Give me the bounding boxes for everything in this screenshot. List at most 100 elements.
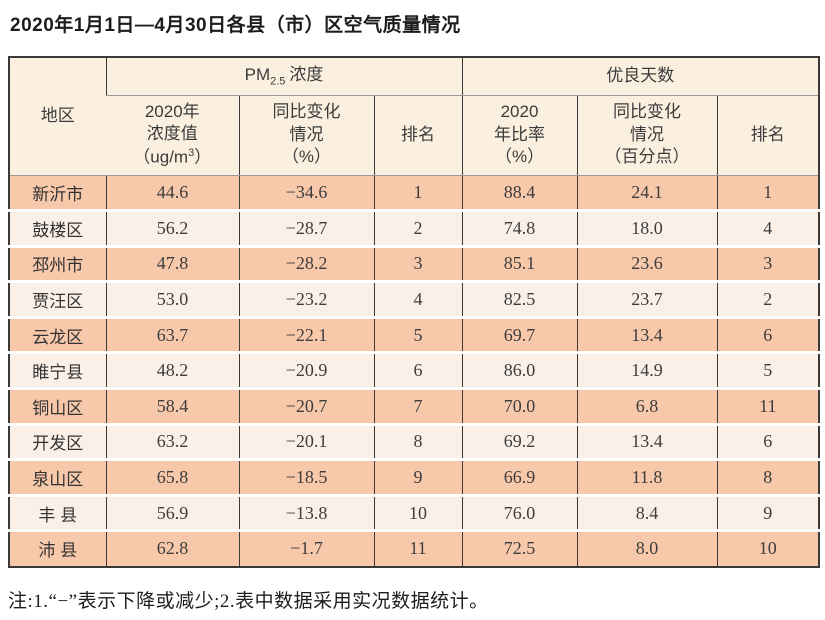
good-rank-cell: 2	[716, 281, 820, 319]
table-header: 地区 PM2.5 浓度 优良天数 2020年 浓度值 （ug/m3） 同比变化 情…	[9, 57, 820, 176]
pm-concentration-cell: 58.4	[105, 388, 239, 426]
good-rank-cell: 5	[716, 352, 820, 391]
good-rank-cell: 10	[716, 530, 820, 567]
header-line: 年比率	[494, 124, 546, 144]
pm-change-cell: −20.7	[238, 388, 374, 426]
pm-change-cell: −1.7	[238, 530, 374, 567]
header-unit-pre: （ug/m	[133, 147, 189, 167]
pm-label-prefix: PM	[244, 64, 271, 84]
good-change-cell: 18.0	[576, 210, 718, 248]
table-row: 开发区 63.2 −20.1 8 69.2 13.4 6	[9, 424, 820, 462]
pm-concentration-cell: 56.9	[105, 495, 239, 533]
pm-concentration-cell: 63.7	[105, 317, 239, 355]
good-rank-cell: 1	[716, 175, 820, 213]
good-rate-cell: 86.0	[461, 352, 578, 391]
good-rank-cell: 6	[716, 424, 820, 462]
header-pm-rank: 排名	[373, 95, 463, 176]
table-row: 新沂市 44.6 −34.6 1 88.4 24.1 1	[9, 175, 820, 213]
header-line: 情况	[289, 124, 324, 144]
good-rate-cell: 72.5	[461, 530, 578, 567]
header-pm-concentration: 2020年 浓度值 （ug/m3）	[106, 95, 239, 176]
region-cell: 沛 县	[9, 530, 106, 567]
good-change-cell: 13.4	[576, 317, 718, 355]
good-change-cell: 24.1	[576, 175, 718, 213]
good-rate-cell: 88.4	[461, 175, 578, 213]
table-row: 丰 县 56.9 −13.8 10 76.0 8.4 9	[9, 495, 820, 533]
region-cell: 云龙区	[9, 317, 106, 355]
table-row: 贾汪区 53.0 −23.2 4 82.5 23.7 2	[9, 281, 820, 319]
good-change-cell: 23.7	[576, 281, 718, 319]
good-change-cell: 14.9	[576, 352, 718, 391]
header-good-days-group: 优良天数	[461, 57, 820, 96]
pm-concentration-cell: 44.6	[105, 175, 239, 213]
header-good-change: 同比变化 情况 （百分点）	[576, 95, 718, 176]
table-row: 云龙区 63.7 −22.1 5 69.7 13.4 6	[9, 317, 820, 355]
header-pm-change: 同比变化 情况 （%）	[238, 95, 374, 176]
good-rate-cell: 76.0	[461, 495, 578, 533]
footnote: 注:1.“−”表示下降或减少;2.表中数据采用实况数据统计。	[8, 590, 489, 612]
header-good-rate: 2020 年比率 （%）	[461, 95, 578, 176]
header-group-row: 地区 PM2.5 浓度 优良天数	[9, 57, 820, 176]
pm-rank-cell: 3	[373, 246, 463, 284]
good-rank-cell: 3	[716, 246, 820, 284]
good-rank-cell: 8	[716, 459, 820, 497]
good-rate-cell: 69.7	[461, 317, 578, 355]
pm-label-subscript: 2.5	[270, 75, 286, 88]
pm-concentration-cell: 65.8	[105, 459, 239, 497]
pm-rank-cell: 5	[373, 317, 463, 355]
header-line: 同比变化	[613, 102, 682, 122]
region-cell: 贾汪区	[9, 281, 106, 319]
good-rank-cell: 4	[716, 210, 820, 248]
good-change-cell: 23.6	[576, 246, 718, 284]
good-rank-cell: 11	[716, 388, 820, 426]
header-line: 2020	[500, 102, 539, 122]
good-rate-cell: 69.2	[461, 424, 578, 462]
air-quality-table: 地区 PM2.5 浓度 优良天数 2020年 浓度值 （ug/m3） 同比变化 情…	[8, 56, 821, 568]
pm-concentration-cell: 56.2	[105, 210, 239, 248]
pm-change-cell: −28.7	[238, 210, 374, 248]
pm-rank-cell: 6	[373, 352, 463, 391]
pm-change-cell: −13.8	[238, 495, 374, 533]
table-row: 铜山区 58.4 −20.7 7 70.0 6.8 11	[9, 388, 820, 426]
pm-change-cell: −34.6	[238, 175, 374, 213]
table-row: 沛 县 62.8 −1.7 11 72.5 8.0 10	[9, 530, 820, 567]
good-rate-cell: 85.1	[461, 246, 578, 284]
header-line: （%）	[494, 147, 545, 167]
pm-change-cell: −20.9	[238, 352, 374, 391]
good-rate-cell: 82.5	[461, 281, 578, 319]
good-change-cell: 8.0	[576, 530, 718, 567]
good-change-cell: 11.8	[576, 459, 718, 497]
pm-change-cell: −20.1	[238, 424, 374, 462]
header-line: （百分点）	[604, 147, 690, 167]
region-cell: 邳州市	[9, 246, 106, 284]
header-unit-sup: 3	[188, 146, 195, 159]
region-cell: 开发区	[9, 424, 106, 462]
header-sub-row: 2020年 浓度值 （ug/m3） 同比变化 情况 （%） 排名 2020 年比…	[9, 95, 820, 176]
pm-change-cell: −28.2	[238, 246, 374, 284]
header-line: 浓度值	[146, 124, 198, 144]
good-rate-cell: 66.9	[461, 459, 578, 497]
pm-rank-cell: 11	[373, 530, 463, 567]
pm-rank-cell: 9	[373, 459, 463, 497]
pm-rank-cell: 7	[373, 388, 463, 426]
region-cell: 鼓楼区	[9, 210, 106, 248]
pm-concentration-cell: 48.2	[105, 352, 239, 391]
region-cell: 新沂市	[9, 175, 106, 213]
good-rate-cell: 70.0	[461, 388, 578, 426]
good-change-cell: 13.4	[576, 424, 718, 462]
pm-concentration-cell: 47.8	[105, 246, 239, 284]
pm-concentration-cell: 53.0	[105, 281, 239, 319]
table-row: 泉山区 65.8 −18.5 9 66.9 11.8 8	[9, 459, 820, 497]
pm-concentration-cell: 63.2	[105, 424, 239, 462]
good-change-cell: 6.8	[576, 388, 718, 426]
pm-rank-cell: 10	[373, 495, 463, 533]
region-cell: 泉山区	[9, 459, 106, 497]
pm-change-cell: −23.2	[238, 281, 374, 319]
header-line: 情况	[630, 124, 665, 144]
header-line: （%）	[281, 147, 332, 167]
pm-change-cell: −18.5	[238, 459, 374, 497]
good-rate-cell: 74.8	[461, 210, 578, 248]
header-unit-post: ）	[194, 147, 212, 167]
good-rank-cell: 9	[716, 495, 820, 533]
pm-rank-cell: 1	[373, 175, 463, 213]
